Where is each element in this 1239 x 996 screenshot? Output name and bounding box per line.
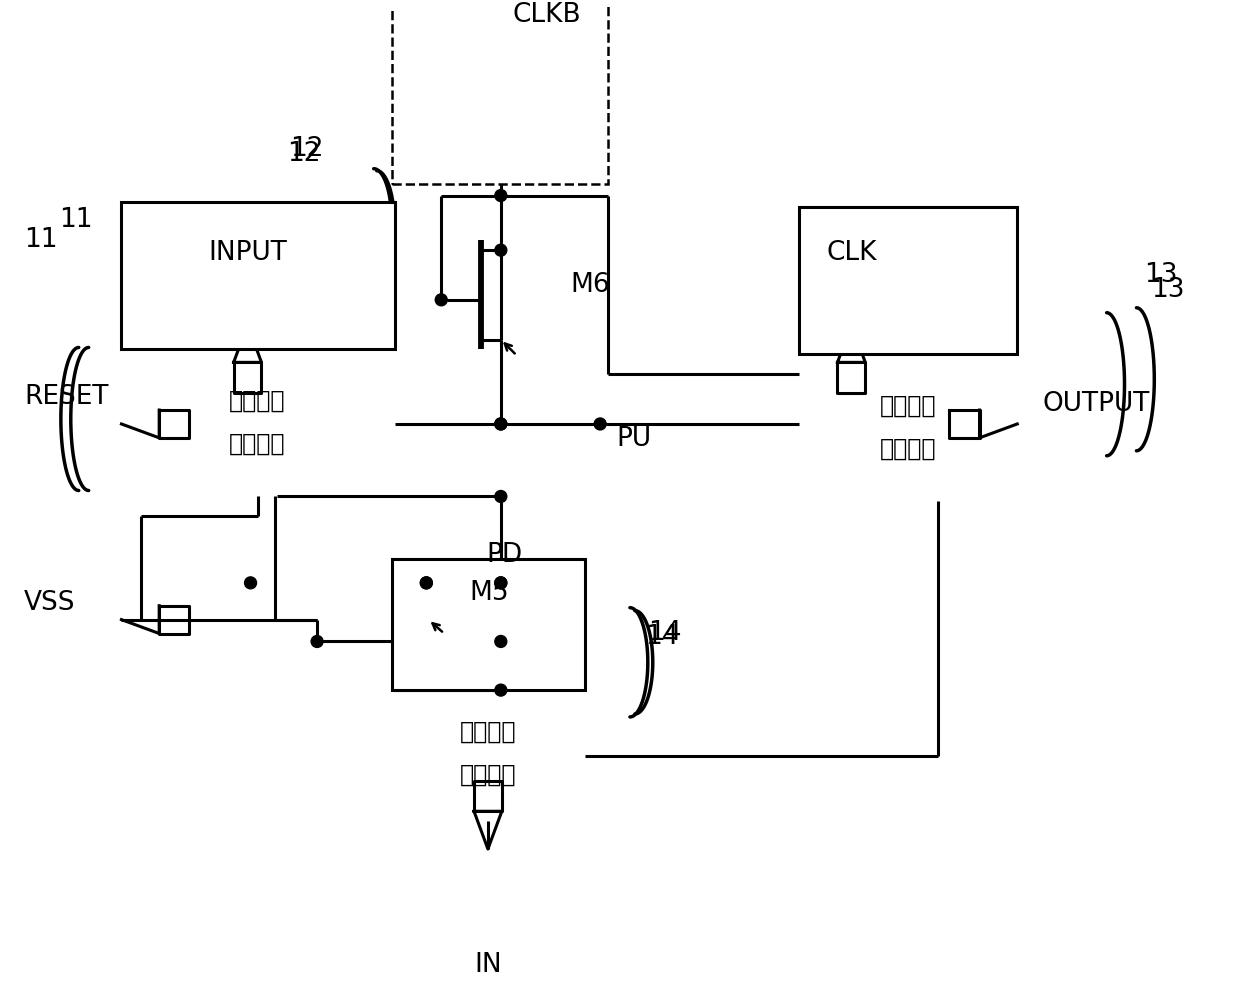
- Bar: [799, 207, 1017, 355]
- Text: M5: M5: [470, 580, 509, 606]
- Text: 13: 13: [1145, 262, 1178, 288]
- Text: 11: 11: [24, 227, 58, 253]
- Text: 12: 12: [287, 140, 321, 166]
- Text: 12: 12: [290, 135, 323, 162]
- Circle shape: [494, 244, 507, 256]
- Bar: [392, 559, 585, 690]
- Circle shape: [494, 684, 507, 696]
- Circle shape: [494, 418, 507, 430]
- Circle shape: [494, 635, 507, 647]
- Text: M6: M6: [570, 272, 610, 298]
- Circle shape: [311, 635, 323, 647]
- Text: 11: 11: [59, 207, 93, 233]
- Circle shape: [435, 294, 447, 306]
- Text: 14: 14: [644, 624, 678, 650]
- Text: 13: 13: [1151, 277, 1184, 303]
- Text: 栅极信号: 栅极信号: [880, 394, 937, 418]
- Circle shape: [420, 577, 432, 589]
- Circle shape: [494, 577, 507, 589]
- Text: OUTPUT: OUTPUT: [1042, 391, 1150, 417]
- Circle shape: [494, 418, 507, 430]
- Bar: [121, 202, 394, 350]
- Text: PD: PD: [486, 542, 522, 568]
- Text: 控制单元: 控制单元: [229, 432, 286, 456]
- Text: 输出单元: 输出单元: [880, 437, 937, 461]
- Text: PU: PU: [616, 426, 652, 452]
- Circle shape: [595, 418, 606, 430]
- Circle shape: [420, 577, 432, 589]
- Text: INPUT: INPUT: [208, 240, 287, 266]
- Bar: [392, 0, 608, 183]
- Circle shape: [494, 189, 507, 201]
- Text: CLK: CLK: [826, 240, 877, 266]
- Text: 控制单元: 控制单元: [460, 763, 517, 787]
- Text: VSS: VSS: [24, 590, 76, 616]
- Circle shape: [244, 577, 256, 589]
- Text: RESET: RESET: [24, 384, 109, 410]
- Circle shape: [494, 577, 507, 589]
- Text: 14: 14: [648, 620, 681, 645]
- Text: 阈值电压: 阈值电压: [460, 720, 517, 744]
- Text: 上拉节点: 上拉节点: [229, 389, 286, 413]
- Circle shape: [494, 490, 507, 502]
- Text: CLKB: CLKB: [513, 2, 581, 28]
- Text: IN: IN: [475, 952, 502, 978]
